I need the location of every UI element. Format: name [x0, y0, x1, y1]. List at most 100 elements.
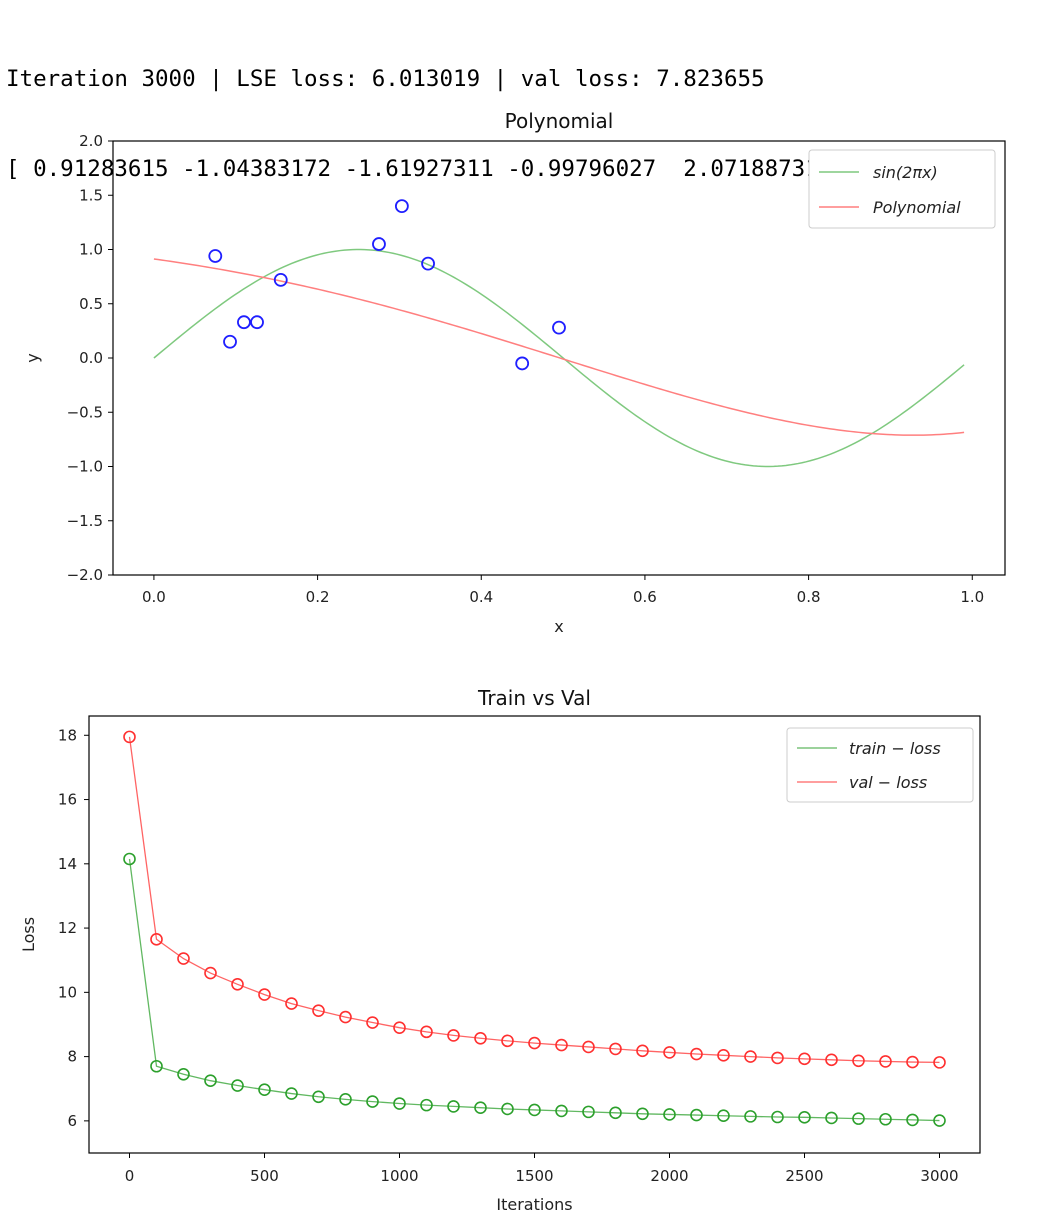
y-tick-label: 14 — [58, 855, 77, 873]
y-tick-label: −1.0 — [67, 458, 103, 476]
val-loss-marker — [636, 1044, 649, 1058]
val-loss-marker — [555, 1038, 568, 1052]
val-loss-marker — [879, 1055, 892, 1068]
legend-box — [808, 149, 996, 229]
train-loss-marker — [717, 1109, 730, 1123]
val-loss-marker — [609, 1042, 622, 1056]
x-tick-label: 2000 — [650, 1167, 688, 1185]
x-tick-label: 0.8 — [797, 588, 821, 606]
val-loss-marker — [582, 1040, 595, 1054]
x-tick-label: 3000 — [920, 1167, 958, 1185]
legend-label-val: val − loss — [849, 773, 927, 792]
chart-title: Train vs Val — [477, 686, 591, 710]
val-loss-marker — [339, 1010, 352, 1024]
chart-title: Polynomial — [505, 109, 614, 133]
train-loss-marker — [177, 1067, 190, 1081]
val-loss-marker — [231, 978, 244, 991]
train-loss-marker — [123, 852, 136, 866]
train-loss-marker — [312, 1090, 325, 1104]
console-output: Iteration 3000 | LSE loss: 6.013019 | va… — [6, 4, 832, 214]
val-loss-marker — [852, 1054, 865, 1068]
x-tick-label: 1500 — [515, 1167, 553, 1185]
val-loss-marker — [717, 1049, 730, 1062]
val-loss-marker — [123, 730, 136, 744]
val-loss-marker — [285, 997, 298, 1010]
y-tick-label: 2.0 — [79, 132, 103, 150]
y-tick-label: 6 — [67, 1112, 77, 1130]
train-loss-marker — [879, 1112, 892, 1126]
val-loss-marker — [366, 1016, 379, 1029]
val-loss-marker — [933, 1056, 946, 1069]
data-point — [237, 315, 251, 330]
legend-label-polynomial: Polynomial — [873, 198, 961, 217]
train-val-chart: 0 500 1000 1500 2000 2500 3000 18 16 14 12 10 8 6 Trai… — [19, 686, 981, 1214]
x-tick-label: 0.0 — [142, 588, 166, 606]
val-loss-marker — [393, 1021, 406, 1034]
y-tick-label: 1.5 — [79, 186, 103, 204]
data-point — [208, 249, 223, 263]
val-loss-marker — [825, 1053, 838, 1067]
plot-frame — [112, 140, 1006, 576]
train-loss-marker — [231, 1079, 244, 1092]
train-loss-marker — [501, 1102, 514, 1116]
train-loss-marker — [285, 1087, 298, 1100]
legend-label-sin: sin(2πx) — [873, 163, 938, 182]
x-tick-label: 2500 — [785, 1167, 823, 1185]
data-point — [372, 237, 386, 251]
val-loss-marker — [177, 952, 190, 965]
y-tick-label: 0.0 — [79, 349, 103, 367]
train-loss-marker — [528, 1103, 541, 1117]
train-loss-marker — [339, 1093, 352, 1106]
train-loss-marker — [690, 1108, 703, 1122]
legend-label-train: train − loss — [849, 739, 941, 758]
y-tick-label: 12 — [58, 919, 77, 937]
train-loss-marker — [852, 1112, 865, 1125]
polynomial-curve — [153, 258, 965, 436]
train-loss-marker — [555, 1104, 568, 1118]
sin-curve — [153, 248, 965, 468]
val-loss-marker — [150, 933, 163, 946]
data-point — [515, 356, 530, 371]
y-tick-label: −0.5 — [67, 403, 103, 421]
weights-log-line: [ 0.91283615 -1.04383172 -1.61927311 -0.… — [6, 156, 833, 182]
y-tick-label: 16 — [58, 791, 77, 809]
val-loss-marker — [663, 1046, 676, 1059]
train-loss-marker — [825, 1111, 838, 1125]
y-tick-label: 0.5 — [79, 295, 103, 313]
val-loss-marker — [744, 1050, 757, 1063]
val-loss-marker — [204, 966, 217, 980]
data-point — [394, 199, 409, 214]
plot-frame — [88, 715, 981, 1154]
train-loss-marker — [933, 1114, 946, 1127]
val-loss-marker — [258, 988, 271, 1001]
train-loss-marker — [744, 1110, 757, 1123]
data-point — [250, 315, 264, 330]
polynomial-chart: 0.0 0.2 0.4 0.6 0.8 1.0 2.0 1.5 1.0 0.5 0.0 −0.5 −1.… — [23, 109, 1006, 636]
x-axis-label: x — [554, 617, 563, 636]
y-tick-label: 10 — [58, 983, 77, 1001]
train-loss-marker — [474, 1101, 487, 1114]
train-loss-marker — [663, 1108, 676, 1121]
train-loss-marker — [258, 1083, 271, 1096]
y-tick-label: −2.0 — [67, 566, 103, 584]
x-axis-label: Iterations — [496, 1195, 572, 1214]
train-loss-marker — [420, 1098, 433, 1112]
train-loss-marker — [150, 1059, 163, 1073]
train-loss-marker — [393, 1097, 406, 1110]
val-loss-line — [128, 736, 940, 1064]
x-tick-label: 0.4 — [469, 588, 493, 606]
val-loss-marker — [906, 1055, 919, 1069]
data-point — [273, 272, 288, 287]
train-loss-marker — [798, 1111, 811, 1124]
train-loss-marker — [906, 1113, 919, 1127]
val-loss-marker — [690, 1047, 703, 1061]
train-loss-marker — [582, 1105, 595, 1119]
train-loss-marker — [636, 1107, 649, 1121]
iteration-log-line: Iteration 3000 | LSE loss: 6.013019 | va… — [6, 66, 765, 92]
val-loss-marker — [312, 1004, 325, 1017]
y-axis-label: Loss — [19, 917, 38, 952]
val-loss-marker — [771, 1051, 784, 1065]
val-loss-marker — [474, 1031, 487, 1045]
y-tick-label: 18 — [58, 726, 77, 744]
